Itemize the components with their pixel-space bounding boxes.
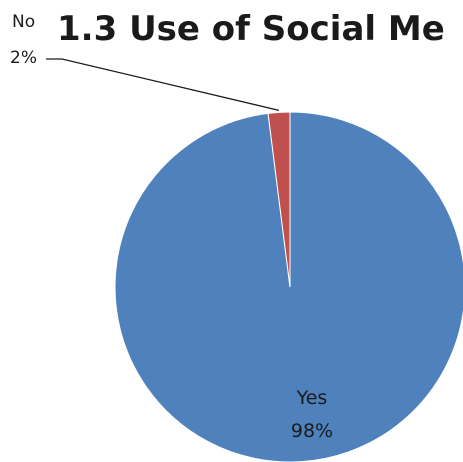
pie-slices — [114, 111, 463, 462]
yes-percent-label: 98% — [291, 420, 333, 442]
yes-category-label: Yes — [296, 387, 328, 409]
chart-title: 1.3 Use of Social Me — [57, 9, 445, 49]
no-category-label: No — [12, 12, 35, 32]
no-percent-label: 2% — [10, 48, 37, 68]
pie-slice-no — [267, 111, 291, 288]
no-leader-line — [46, 58, 280, 111]
